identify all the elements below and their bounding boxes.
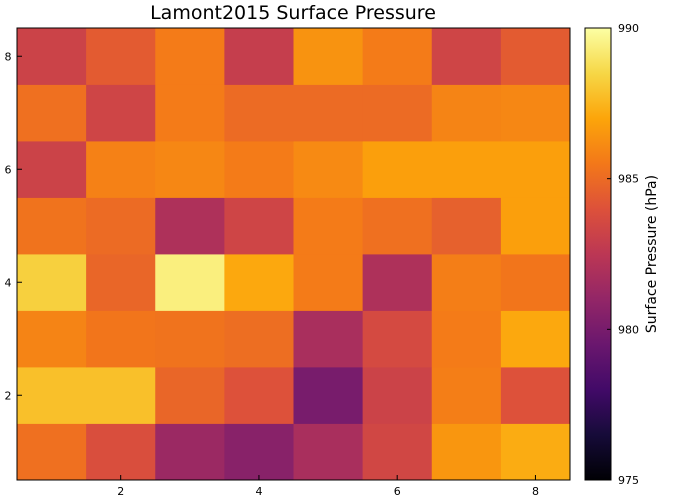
heatmap-cell	[224, 28, 294, 85]
heatmap-cell	[293, 423, 364, 481]
heatmap-cell	[500, 423, 571, 481]
heatmap-cell	[362, 367, 433, 424]
heatmap-cell	[362, 254, 433, 311]
heatmap-cell	[224, 423, 294, 481]
heatmap-cell	[500, 28, 571, 85]
heatmap-cell	[500, 367, 571, 424]
x-tick-label: 8	[532, 485, 539, 498]
heatmap-cell	[500, 141, 571, 198]
heatmap-cell	[86, 367, 156, 424]
heatmap-cell	[293, 28, 364, 85]
colorbar-ticks: 975 980 985 990	[607, 22, 639, 487]
heatmap-cell	[17, 141, 87, 198]
heatmap-cell	[431, 84, 502, 142]
heatmap-cell	[86, 310, 156, 368]
heatmap-cell	[500, 84, 571, 142]
heatmap-cell	[224, 197, 294, 255]
heatmap-cell	[155, 310, 225, 368]
heatmap-cell	[362, 28, 433, 85]
heatmap-cell	[86, 423, 156, 481]
heatmap-cell	[17, 84, 87, 142]
heatmap-cell	[224, 254, 294, 311]
colorbar-label: Surface Pressure (hPa)	[644, 175, 660, 333]
colorbar-tick-label: 980	[618, 323, 639, 336]
heatmap-cell	[224, 367, 294, 424]
heatmap-cell	[17, 310, 87, 368]
heatmap-cell	[293, 84, 364, 142]
x-axis: 2 4 6 8	[117, 475, 539, 498]
heatmap-cell	[17, 197, 87, 255]
heatmap-cell	[155, 141, 225, 198]
colorbar-tick-label: 990	[618, 22, 639, 35]
heatmap-cell	[17, 423, 87, 481]
heatmap-cell	[155, 197, 225, 255]
plot-frame	[16, 27, 571, 481]
heatmap-cell	[362, 310, 433, 368]
heatmap-cell	[155, 84, 225, 142]
x-tick-label: 6	[394, 485, 401, 498]
heatmap-cell	[155, 254, 225, 311]
colorbar	[584, 27, 612, 481]
heatmap-cell	[362, 141, 433, 198]
heatmap-cell	[431, 141, 502, 198]
y-tick-label: 4	[5, 276, 12, 289]
heatmap-cell	[86, 84, 156, 142]
heatmap-cell	[500, 197, 571, 255]
heatmap-cell	[86, 28, 156, 85]
x-tick-label: 4	[255, 485, 262, 498]
chart-title: Lamont2015 Surface Pressure	[150, 2, 436, 24]
heatmap-cell	[86, 254, 156, 311]
heatmap-cell	[293, 197, 364, 255]
heatmap-cell	[86, 141, 156, 198]
heatmap-cell	[293, 310, 364, 368]
heatmap-cell	[224, 141, 294, 198]
y-tick-label: 8	[5, 50, 12, 63]
heatmap-cell	[431, 254, 502, 311]
heatmap-cell	[224, 84, 294, 142]
heatmap-cell	[293, 141, 364, 198]
heatmap-cell	[362, 423, 433, 481]
heatmap-cell	[500, 254, 571, 311]
heatmap-cell	[500, 310, 571, 368]
heatmap-cell	[293, 367, 364, 424]
heatmap-cell	[155, 423, 225, 481]
y-axis: 2 4 6 8	[5, 50, 22, 402]
heatmap-cell	[431, 367, 502, 424]
y-tick-label: 6	[5, 163, 12, 176]
heatmap-cell	[17, 367, 87, 424]
heatmap-cells	[17, 28, 571, 481]
heatmap-cell	[431, 197, 502, 255]
heatmap-cell	[155, 28, 225, 85]
heatmap-cell	[86, 197, 156, 255]
heatmap-cell	[431, 310, 502, 368]
heatmap-cell	[362, 197, 433, 255]
heatmap-cell	[155, 367, 225, 424]
heatmap-cell	[431, 423, 502, 481]
heatmap-cell	[224, 310, 294, 368]
colorbar-tick-label: 975	[618, 474, 639, 487]
heatmap-cell	[17, 28, 87, 85]
colorbar-tick-label: 985	[618, 173, 639, 186]
heatmap-cell	[293, 254, 364, 311]
x-tick-label: 2	[117, 485, 124, 498]
heatmap-cell	[431, 28, 502, 85]
heatmap-cell	[362, 84, 433, 142]
heatmap-cell	[17, 254, 87, 311]
y-tick-label: 2	[5, 389, 12, 402]
